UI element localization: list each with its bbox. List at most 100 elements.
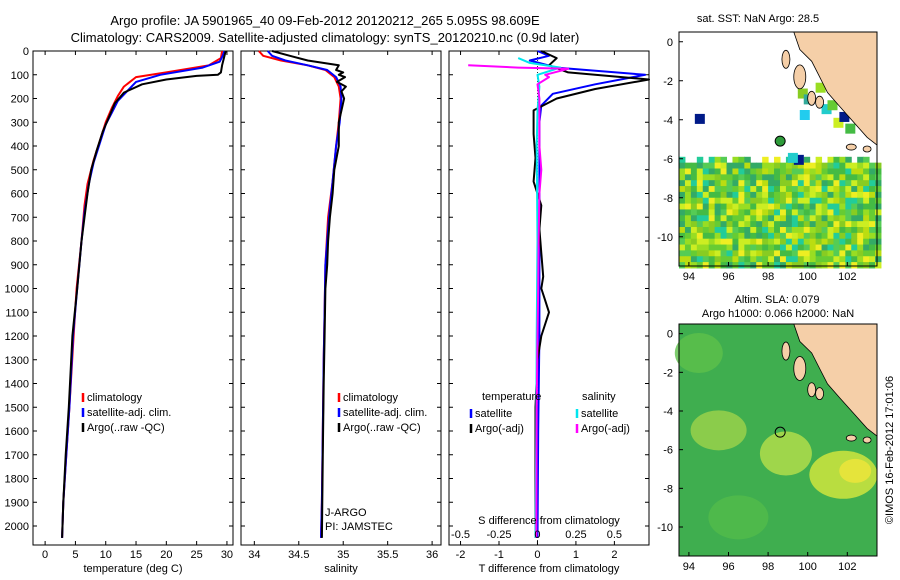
salinity-panel: 34 34.5 35 35.5 36 salinity climatology satelli… xyxy=(240,50,442,575)
sst-cell xyxy=(797,162,805,169)
legend-label: satellite-adj. clim. xyxy=(343,407,427,419)
x-tick-label: 5 xyxy=(72,549,78,561)
sst-cell xyxy=(768,250,775,257)
sst-cell xyxy=(869,203,876,210)
sst-cell xyxy=(857,162,864,169)
island xyxy=(793,356,807,381)
sst-cell xyxy=(869,262,876,269)
sst-cell xyxy=(732,168,739,175)
sst-cell xyxy=(809,256,817,263)
sst-cell xyxy=(732,215,739,222)
sst-cell xyxy=(756,262,763,269)
sst-cell xyxy=(750,168,757,175)
sst-cell xyxy=(839,215,846,222)
sst-cell xyxy=(679,174,686,181)
sst-cell xyxy=(875,162,882,169)
legend-label: satellite xyxy=(475,408,512,420)
sst-cell xyxy=(726,256,733,263)
sst-cell xyxy=(768,186,775,193)
sst-cell xyxy=(863,227,870,234)
sst-cell xyxy=(690,250,698,257)
sst-cell xyxy=(714,215,722,222)
sst-cell xyxy=(726,162,733,169)
sst-cell xyxy=(714,209,722,216)
sst-cell xyxy=(803,168,811,175)
sst-cell xyxy=(690,162,698,169)
sst-cell xyxy=(845,186,852,193)
sst-cell xyxy=(738,250,745,257)
x-tick-label: 25 xyxy=(191,549,203,561)
sst-cell xyxy=(738,186,745,193)
sst-cell xyxy=(869,221,876,228)
sst-cell xyxy=(708,168,716,175)
sst-cell xyxy=(833,174,840,181)
sst-cell xyxy=(714,227,722,234)
sst-cell xyxy=(756,209,763,216)
sst-cell xyxy=(720,262,728,269)
sst-cell xyxy=(821,262,828,269)
sst-cell xyxy=(869,197,876,205)
sst-cell xyxy=(797,180,805,187)
y-tick-label: -10 xyxy=(657,522,673,534)
sst-cell xyxy=(720,215,728,222)
sst-cell xyxy=(815,238,823,246)
sst-cell xyxy=(803,215,811,222)
sst-cell xyxy=(774,227,781,234)
sst-cell xyxy=(803,162,811,169)
sst-cell xyxy=(679,156,686,164)
sst-cell xyxy=(791,168,799,175)
sst-cell xyxy=(756,232,763,240)
sst-cell xyxy=(708,250,716,257)
sst-cell xyxy=(809,244,817,251)
sst-cell xyxy=(845,203,852,210)
sst-cell xyxy=(809,180,817,187)
sst-cell xyxy=(702,221,710,228)
sst-cell xyxy=(869,256,876,263)
sst-cell xyxy=(679,221,686,228)
sst-cell xyxy=(744,238,751,246)
y-tick-label: 0 xyxy=(667,37,673,49)
sst-cell xyxy=(696,186,704,193)
sst-cell xyxy=(827,256,834,263)
sst-cell xyxy=(779,180,787,187)
sst-cell xyxy=(785,191,793,199)
sst-cell xyxy=(791,203,799,210)
sst-cell xyxy=(750,262,757,269)
sst-cell xyxy=(756,197,763,205)
island xyxy=(807,382,817,398)
sst-cell xyxy=(869,209,876,216)
sst-cell xyxy=(785,186,793,193)
sst-cell xyxy=(768,168,775,175)
sst-cell xyxy=(863,244,870,251)
sst-cell xyxy=(744,250,751,257)
annotation: PI: JAMSTEC xyxy=(325,521,393,533)
series-line xyxy=(61,50,227,538)
sst-cell xyxy=(857,250,864,257)
sst-cell xyxy=(756,203,763,210)
sst-cell xyxy=(762,262,769,269)
x-tick-label: 10 xyxy=(100,549,112,561)
sst-cell xyxy=(827,191,834,199)
sst-cell xyxy=(779,256,787,263)
sst-cell xyxy=(732,162,739,169)
sst-cell xyxy=(839,262,846,269)
sst-cell xyxy=(696,221,704,228)
sst-cell xyxy=(869,232,876,240)
sst-cell xyxy=(702,250,710,257)
sst-cell xyxy=(774,174,781,181)
sst-cell xyxy=(679,232,686,240)
sst-cell xyxy=(869,162,876,169)
sst-cell xyxy=(744,197,751,205)
sst-cell xyxy=(726,221,733,228)
sst-cell xyxy=(785,174,793,181)
sst-cell xyxy=(869,215,876,222)
sst-cell xyxy=(679,256,686,263)
sst-cell xyxy=(744,262,751,269)
island xyxy=(793,64,807,90)
sst-cell xyxy=(809,174,817,181)
sst-cell xyxy=(702,162,710,169)
sst-cell xyxy=(827,197,834,205)
sst-cell xyxy=(690,221,698,228)
sst-cell xyxy=(827,174,834,181)
sst-cell xyxy=(809,191,817,199)
